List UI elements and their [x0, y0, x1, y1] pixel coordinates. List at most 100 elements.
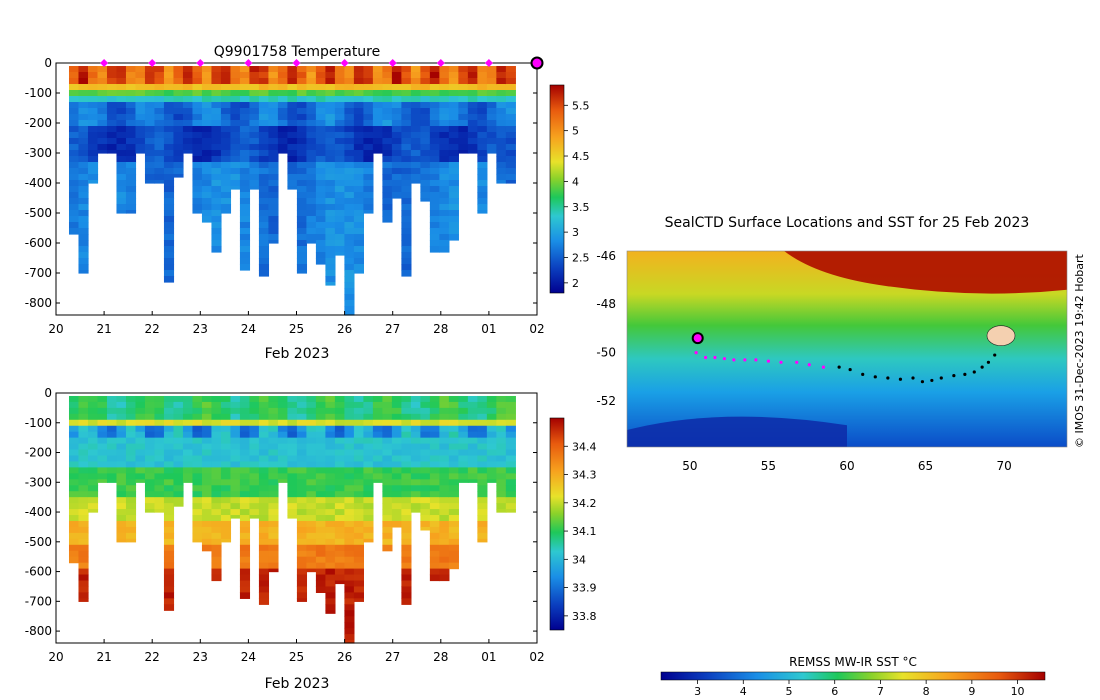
temperature-cell — [173, 72, 184, 79]
salinity-cell — [486, 413, 497, 421]
salinity-cell — [505, 455, 516, 463]
salinity-cell — [296, 538, 308, 546]
temperature-cell — [477, 144, 488, 151]
temperature-cell — [496, 102, 507, 109]
temperature-cell — [268, 156, 279, 163]
temperature-cell — [420, 150, 431, 157]
temperature-cell — [429, 198, 440, 205]
temperature-cell — [239, 252, 251, 259]
temperature-cell — [268, 198, 279, 205]
temperature-cell — [154, 66, 165, 73]
temperature-cell — [239, 186, 251, 193]
salinity-cell — [391, 395, 402, 403]
salinity-cell — [239, 592, 251, 599]
salinity-cell — [249, 437, 260, 445]
salinity-cell — [429, 401, 440, 409]
temperature-cell — [467, 108, 478, 115]
temperature-cell — [106, 144, 118, 151]
salinity-cell — [277, 467, 289, 474]
temperature-cell — [382, 144, 393, 151]
temperature-cell — [296, 234, 308, 241]
temperature-colorbar-tick-label: 2.5 — [572, 251, 590, 264]
temperature-cell — [439, 162, 450, 169]
temperature-cell — [429, 102, 440, 109]
temperature-cell — [315, 90, 327, 97]
temperature-cell — [144, 84, 156, 91]
temperature-cell — [230, 162, 241, 169]
temperature-cell — [220, 168, 232, 175]
temperature-cell — [420, 144, 431, 151]
map-ytick-label: -52 — [596, 394, 616, 408]
temperature-cell — [382, 90, 393, 97]
temperature-cell — [97, 84, 108, 91]
temperature-xtick-label: 21 — [96, 322, 111, 336]
salinity-cell — [344, 395, 355, 403]
salinity-cell — [315, 437, 327, 445]
temperature-cell — [439, 90, 450, 97]
salinity-xtick-label: 22 — [145, 650, 160, 664]
salinity-cell — [125, 449, 137, 457]
salinity-cell — [163, 550, 175, 558]
temperature-cell — [182, 132, 194, 139]
salinity-cell — [163, 413, 175, 421]
salinity-cell — [287, 401, 298, 409]
temperature-cell — [78, 78, 89, 85]
salinity-cell — [334, 515, 346, 522]
temperature-cell — [458, 66, 469, 73]
temperature-cell — [258, 72, 270, 79]
temperature-cell — [363, 180, 374, 187]
temperature-cell — [277, 90, 289, 97]
salinity-cell — [306, 550, 317, 558]
salinity-cell — [249, 503, 260, 510]
temperature-cell — [154, 72, 165, 79]
temperature-cell — [439, 84, 450, 91]
salinity-cell — [192, 467, 203, 474]
salinity-cell — [125, 461, 137, 469]
salinity-cell — [135, 437, 146, 445]
salinity-cell — [230, 449, 241, 457]
salinity-cell — [78, 497, 89, 504]
temperature-cell — [220, 210, 232, 214]
salinity-cell — [448, 479, 459, 486]
temperature-cell — [163, 252, 175, 259]
temperature-cell — [334, 126, 346, 133]
salinity-cell — [163, 520, 175, 528]
temperature-cell — [258, 126, 270, 133]
salinity-cell — [258, 574, 270, 582]
temperature-cell — [458, 102, 469, 109]
temperature-cell — [211, 216, 222, 223]
temperature-title: Q9901758 Temperature — [214, 44, 381, 60]
temperature-cell — [173, 108, 184, 115]
salinity-cell — [192, 443, 203, 451]
temperature-cell — [268, 186, 279, 193]
temperature-cell — [363, 174, 374, 181]
temperature-cell — [401, 270, 412, 277]
temperature-cell — [220, 108, 232, 115]
temperature-cell — [78, 264, 89, 271]
temperature-cell — [201, 132, 213, 139]
salinity-cell — [144, 413, 156, 421]
temperature-cell — [486, 102, 497, 109]
salinity-cell — [220, 520, 232, 528]
salinity-cell — [353, 419, 364, 427]
temperature-cell — [144, 180, 156, 184]
temperature-cell — [182, 126, 194, 133]
temperature-cell — [505, 168, 516, 175]
salinity-cell — [410, 443, 421, 451]
salinity-colorbar-tick-label: 33.8 — [572, 610, 597, 623]
temperature-cell — [372, 114, 383, 121]
temperature-cell — [382, 210, 393, 217]
temperature-cell — [448, 138, 459, 145]
salinity-cell — [258, 532, 270, 540]
salinity-cell — [211, 503, 222, 510]
temperature-cell — [429, 204, 440, 211]
temperature-cell — [429, 78, 440, 85]
salinity-cell — [477, 473, 488, 480]
salinity-cell — [420, 526, 431, 531]
temperature-cell — [163, 180, 175, 187]
salinity-cell — [68, 485, 80, 492]
salinity-cell — [87, 425, 99, 433]
salinity-cell — [458, 449, 469, 457]
salinity-cell — [344, 443, 355, 451]
salinity-cell — [201, 449, 213, 457]
